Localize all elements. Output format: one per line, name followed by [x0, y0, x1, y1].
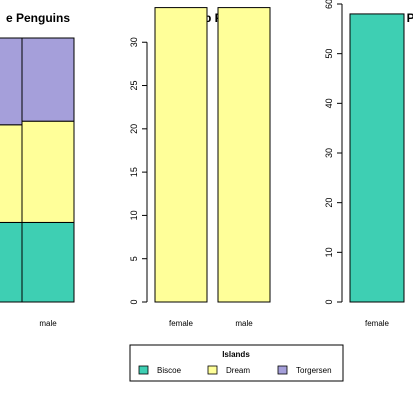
x-tick-label-male: male [39, 319, 57, 328]
y-tick-label: 10 [324, 247, 334, 257]
bar-male-torgersen [21, 37, 75, 122]
panel-adelie: e Penguins male [0, 11, 75, 328]
legend-swatch-torgersen [277, 365, 288, 375]
y-tick-label: 30 [129, 37, 139, 47]
y-tick-label: 0 [129, 299, 139, 304]
y-tick-label: 60 [324, 0, 334, 9]
legend-swatch-biscoe [138, 365, 149, 375]
y-tick-label: 30 [324, 148, 334, 158]
y-tick-label: 20 [129, 124, 139, 134]
y-tick-label: 0 [324, 299, 334, 304]
y-tick-label: 25 [129, 81, 139, 91]
legend-label-dream: Dream [226, 366, 250, 375]
y-tick-label: 50 [324, 49, 334, 59]
x-tick-label-male: male [235, 319, 253, 328]
legend-label-torgersen: Torgersen [296, 366, 332, 375]
legend: Islands Biscoe Dream Torgersen [129, 344, 344, 382]
legend-swatch-dream [207, 365, 218, 375]
x-tick-label-female: female [169, 319, 194, 328]
panel-title-adelie: e Penguins [6, 11, 70, 25]
legend-label-biscoe: Biscoe [157, 366, 182, 375]
legend-title: Islands [222, 350, 250, 359]
bar-male-biscoe [21, 221, 75, 303]
y-tick-label: 10 [129, 210, 139, 220]
bar-male-dream [21, 120, 75, 223]
bar-female-biscoe [349, 13, 405, 303]
y-tick-label: 5 [129, 256, 139, 261]
legend-box [129, 344, 344, 382]
bar-female-dream [154, 7, 208, 303]
y-tick-label: 20 [324, 198, 334, 208]
y-tick-label: 40 [324, 98, 334, 108]
bar-male-dream [217, 7, 271, 303]
y-tick-label: 15 [129, 167, 139, 177]
x-tick-label-female: female [365, 319, 390, 328]
